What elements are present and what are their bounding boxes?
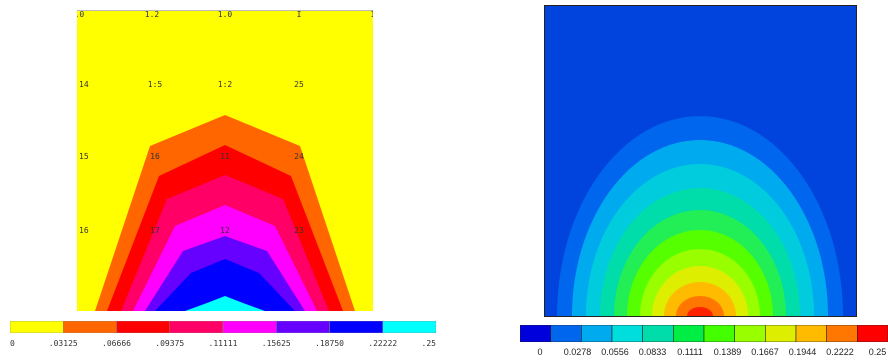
left-colorbar-label: 0 bbox=[10, 339, 15, 348]
left-node-label: 12 bbox=[220, 226, 230, 235]
right-contour-plot bbox=[544, 5, 857, 317]
right-colorbar-label: 0.2222 bbox=[826, 347, 854, 357]
left-colorbar-swatch bbox=[329, 321, 383, 333]
right-contour-band-10 bbox=[676, 296, 724, 316]
left-node-label: 1:5 bbox=[148, 80, 163, 89]
left-node-label: 11 bbox=[220, 152, 230, 161]
right-colorbar-label: 0.0833 bbox=[639, 347, 667, 357]
right-colorbar-swatch bbox=[550, 325, 582, 342]
right-colorbar bbox=[520, 325, 888, 342]
left-contour-band-7 bbox=[185, 296, 265, 311]
right-colorbar-label: 0.0278 bbox=[564, 347, 592, 357]
right-colorbar-swatch bbox=[703, 325, 735, 342]
left-node-label: 16 bbox=[150, 152, 160, 161]
left-colorbar-label: .22222 bbox=[368, 339, 397, 348]
right-colorbar-swatch bbox=[581, 325, 613, 342]
right-colorbar-swatch bbox=[826, 325, 858, 342]
left-node-label: 17 bbox=[150, 226, 160, 235]
right-colorbar-swatch bbox=[734, 325, 766, 342]
right-colorbar-swatch bbox=[611, 325, 643, 342]
left-colorbar-label: .15625 bbox=[262, 339, 291, 348]
left-top-label: I bbox=[371, 11, 373, 19]
right-colorbar-swatch bbox=[673, 325, 705, 342]
left-colorbar-swatch bbox=[169, 321, 224, 333]
left-colorbar-label: .18750 bbox=[315, 339, 344, 348]
right-colorbar-label: 0.0556 bbox=[601, 347, 629, 357]
left-colorbar-swatch bbox=[63, 321, 117, 333]
left-colorbar-swatch bbox=[222, 321, 277, 333]
right-colorbar-label: 0.1944 bbox=[789, 347, 817, 357]
left-colorbar-label: .03125 bbox=[49, 339, 78, 348]
left-colorbar-label: .06666 bbox=[102, 339, 131, 348]
left-node-label: 25 bbox=[294, 80, 304, 89]
left-colorbar-swatch bbox=[276, 321, 330, 333]
left-contour-svg: 1.0 1.2 1.0 I I 14 1:5 1:2 25 15 16 11 24 16 17 12 23 bbox=[77, 11, 373, 311]
right-colorbar-label: 0 bbox=[537, 347, 542, 357]
left-node-label: 24 bbox=[294, 152, 304, 161]
right-colorbar-swatch bbox=[765, 325, 797, 342]
right-colorbar-labels: 0 0.0278 0.0556 0.0833 0.1111 0.1389 0.1667 0.1… bbox=[520, 344, 888, 358]
left-colorbar-label: .25 bbox=[422, 339, 436, 348]
left-node-label: 14 bbox=[79, 80, 89, 89]
left-top-label: 1.0 bbox=[218, 11, 233, 19]
right-contour-svg bbox=[545, 6, 856, 316]
left-contour-plot: 1.0 1.2 1.0 I I 14 1:5 1:2 25 15 16 11 24 16 17 12 23 bbox=[77, 10, 373, 311]
right-colorbar-label: 0.1667 bbox=[751, 347, 779, 357]
left-colorbar-swatch bbox=[116, 321, 170, 333]
left-colorbar-label: .11111 bbox=[209, 339, 238, 348]
right-colorbar-swatch bbox=[857, 325, 888, 342]
left-colorbar bbox=[10, 321, 436, 333]
left-colorbar-swatch bbox=[10, 321, 64, 333]
left-contour-band-6 bbox=[155, 259, 295, 311]
right-colorbar-swatch bbox=[795, 325, 827, 342]
left-node-label: 1:2 bbox=[218, 80, 233, 89]
left-colorbar-swatch bbox=[382, 321, 436, 333]
left-colorbar-label: .09375 bbox=[155, 339, 184, 348]
left-colorbar-labels: 0 .03125 .06666 .09375 .11111 .15625 .18750 .22… bbox=[10, 336, 436, 348]
right-contour-band-11 bbox=[687, 307, 713, 316]
right-colorbar-label: 0.25 bbox=[869, 347, 887, 357]
right-colorbar-swatch bbox=[520, 325, 551, 342]
left-node-label: 16 bbox=[79, 226, 89, 235]
left-colorbar-svg bbox=[10, 321, 436, 333]
left-top-label: 1.2 bbox=[145, 11, 160, 19]
right-colorbar-label: 0.1389 bbox=[714, 347, 742, 357]
right-colorbar-svg bbox=[520, 325, 888, 342]
left-top-label: 1.0 bbox=[77, 11, 84, 19]
left-node-label: 23 bbox=[294, 226, 304, 235]
right-colorbar-labels-svg: 0 0.0278 0.0556 0.0833 0.1111 0.1389 0.1667 0.1… bbox=[537, 347, 887, 357]
left-node-label: 15 bbox=[79, 152, 89, 161]
right-colorbar-label: 0.1111 bbox=[677, 347, 703, 357]
left-colorbar-labels-svg: 0 .03125 .06666 .09375 .11111 .15625 .18750 .22… bbox=[10, 339, 436, 348]
left-top-label: I bbox=[297, 11, 302, 19]
right-colorbar-swatch bbox=[642, 325, 674, 342]
